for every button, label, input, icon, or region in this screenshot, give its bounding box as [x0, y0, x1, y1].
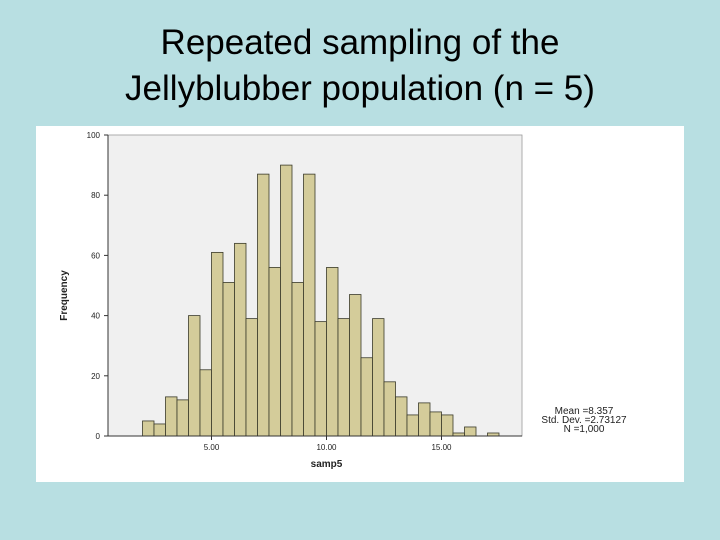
stats-n: N =1,000	[564, 424, 605, 435]
histogram-bar	[383, 381, 396, 437]
histogram-bar	[429, 411, 442, 437]
histogram-bar	[268, 267, 281, 437]
y-tick-label: 20	[91, 372, 100, 381]
histogram-bar	[395, 396, 408, 437]
histogram-bar	[291, 282, 304, 437]
histogram-bar	[464, 426, 477, 437]
stats-mean: Mean =8.357	[555, 406, 614, 417]
x-axis-title: samp5	[311, 459, 343, 470]
y-tick-label: 0	[96, 432, 101, 441]
slide-title-line-2: Jellyblubber population (n = 5)	[125, 69, 595, 108]
histogram-bar	[349, 294, 362, 437]
stats-std-dev: Std. Dev. =2.73127	[541, 415, 627, 426]
histogram-bar	[303, 173, 316, 437]
histogram-bar	[360, 357, 373, 437]
histogram-bar	[176, 399, 189, 437]
histogram-bar	[418, 402, 431, 437]
histogram-bar	[234, 242, 247, 437]
x-tick-label: 5.00	[204, 443, 220, 452]
histogram-panel: 0 20 40 60 80 100 5.00 10.00 15.00 samp5 Frequen…	[36, 126, 684, 482]
histogram-bar	[142, 420, 155, 437]
histogram-bar	[188, 315, 201, 437]
histogram-bar	[280, 164, 293, 437]
slide-title-line-1: Repeated sampling of the	[160, 23, 560, 62]
slide-title: Repeated sampling of the Jellyblubber po…	[0, 20, 720, 112]
histogram-bar	[326, 267, 339, 437]
y-tick-label: 100	[87, 131, 101, 140]
histogram-bar	[153, 423, 166, 437]
x-tick-label: 15.00	[431, 443, 452, 452]
histogram-bar	[406, 414, 419, 437]
histogram-bar	[257, 173, 270, 437]
y-tick-label: 60	[91, 251, 100, 260]
histogram-bar	[211, 251, 224, 437]
histogram-bar	[337, 318, 350, 437]
x-tick-label: 10.00	[316, 443, 337, 452]
histogram-bar	[372, 318, 385, 437]
histogram-bar	[165, 396, 178, 437]
histogram-chart: 0 20 40 60 80 100 5.00 10.00 15.00 samp5 Frequen…	[59, 131, 627, 470]
y-tick-label: 80	[91, 191, 100, 200]
histogram-bar	[199, 369, 212, 437]
y-tick-label: 40	[91, 312, 100, 321]
histogram-bar	[314, 321, 327, 437]
histogram-bar	[222, 282, 235, 437]
y-axis-title: Frequency	[59, 270, 70, 321]
histogram-bar	[245, 318, 258, 437]
histogram-bar	[441, 414, 454, 437]
